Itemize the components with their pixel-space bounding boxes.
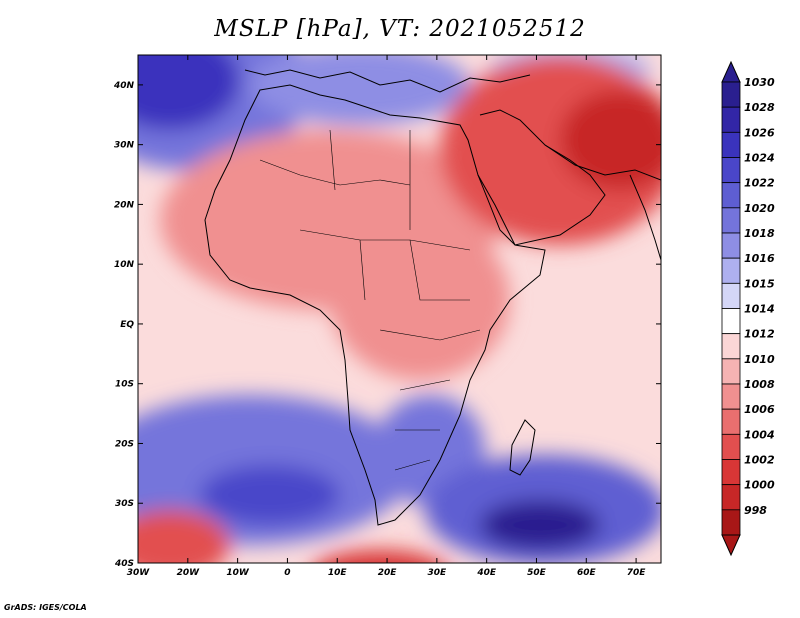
interior-borders	[259, 129, 481, 471]
lon-tick-label: 60E	[577, 568, 597, 578]
colorbar-label: 1014	[744, 303, 775, 316]
colorbar-swatch	[721, 282, 741, 309]
colorbar: 1030 1028 1026 1024 1022 1020 1018 1016 1015 1014…	[721, 60, 775, 557]
lat-tick-label: 10S	[115, 380, 134, 390]
lon-tick-label: 70E	[627, 568, 647, 578]
colorbar-label: 1008	[744, 378, 775, 391]
lat-tick-label: 30S	[115, 499, 134, 509]
lat-tick-label: 20S	[115, 439, 134, 449]
colorbar-swatch	[721, 333, 741, 360]
colorbar-swatch	[721, 459, 741, 486]
low-southwest	[138, 510, 230, 563]
lon-tick-label: 20W	[177, 568, 201, 578]
colorbar-swatch	[721, 81, 741, 108]
colorbar-swatch	[721, 408, 741, 435]
map-axes: 30W 20W 10W 0 10E 20E 30E 40E 50E 60E 70E 40N 30N 20N…	[113, 55, 661, 578]
colorbar-label: 1002	[744, 454, 775, 467]
pressure-field	[138, 55, 661, 563]
colorbar-label: 1006	[744, 403, 775, 416]
arabia-coastline	[477, 109, 606, 246]
colorbar-swatch	[721, 433, 741, 460]
lat-tick-label: 40S	[114, 559, 134, 569]
colorbar-swatch	[721, 383, 741, 410]
colorbar-label: 1000	[744, 479, 775, 492]
map-frame	[137, 54, 662, 564]
colorbar-max-arrow	[721, 60, 741, 83]
low-pakistan	[560, 90, 661, 190]
colorbar-min-arrow	[721, 534, 741, 557]
colorbar-swatch	[721, 106, 741, 133]
colorbar-swatch	[721, 157, 741, 184]
lon-tick-label: 30W	[127, 568, 151, 578]
high-north-atlantic-core	[138, 55, 240, 130]
colorbar-swatch	[721, 131, 741, 158]
colorbar-swatch	[721, 182, 741, 209]
high-mediterranean	[250, 55, 470, 125]
lat-tick-label: 40N	[113, 81, 135, 91]
colorbar-swatch	[721, 509, 741, 536]
low-south	[318, 550, 442, 563]
coastlines	[204, 69, 661, 526]
colorbar-swatch	[721, 358, 741, 385]
colorbar-swatch	[721, 207, 741, 234]
colorbar-label: 1024	[744, 152, 775, 165]
colorbar-label: 1010	[744, 353, 775, 366]
lat-tick-label: 10N	[114, 260, 135, 270]
europe-coastline	[244, 69, 531, 93]
colorbar-label: 1020	[744, 202, 775, 215]
lat-tick-label: EQ	[120, 320, 134, 330]
africa-coastline	[204, 84, 546, 526]
colorbar-swatch	[721, 308, 741, 335]
colorbar-label: 1028	[744, 101, 775, 114]
colorbar-swatch	[721, 232, 741, 259]
lon-tick-label: 10W	[226, 568, 250, 578]
colorbar-label: 1012	[744, 328, 775, 341]
colorbar-label: 1030	[744, 76, 775, 89]
lon-tick-label: 30E	[428, 568, 448, 578]
madagascar-coastline	[509, 419, 536, 476]
lon-tick-label: 20E	[378, 568, 398, 578]
colorbar-label: 1018	[744, 227, 775, 240]
grads-credit: GrADS: IGES/COLA	[4, 603, 87, 612]
colorbar-label: 998	[744, 504, 767, 517]
high-south-atlantic-core	[200, 465, 340, 525]
lon-tick-label: 40E	[476, 568, 497, 578]
colorbar-label: 1022	[744, 177, 775, 190]
colorbar-swatch	[721, 484, 741, 511]
colorbar-label: 1015	[744, 277, 775, 290]
chart-title: MSLP [hPa], VT: 2021052512	[214, 16, 586, 42]
colorbar-label: 1004	[744, 428, 775, 441]
lon-tick-label: 10E	[328, 568, 348, 578]
colorbar-label: 1016	[744, 252, 775, 265]
lat-tick-label: 20N	[114, 200, 135, 210]
lon-tick-label: 0	[284, 568, 290, 578]
iran-coastline	[544, 144, 661, 181]
india-coastline	[629, 174, 661, 261]
high-indian-ocean-core	[480, 500, 600, 550]
lat-tick-label: 30N	[114, 141, 135, 151]
lon-tick-label: 50E	[527, 568, 547, 578]
colorbar-swatch	[721, 257, 741, 284]
colorbar-label: 1026	[744, 126, 775, 139]
